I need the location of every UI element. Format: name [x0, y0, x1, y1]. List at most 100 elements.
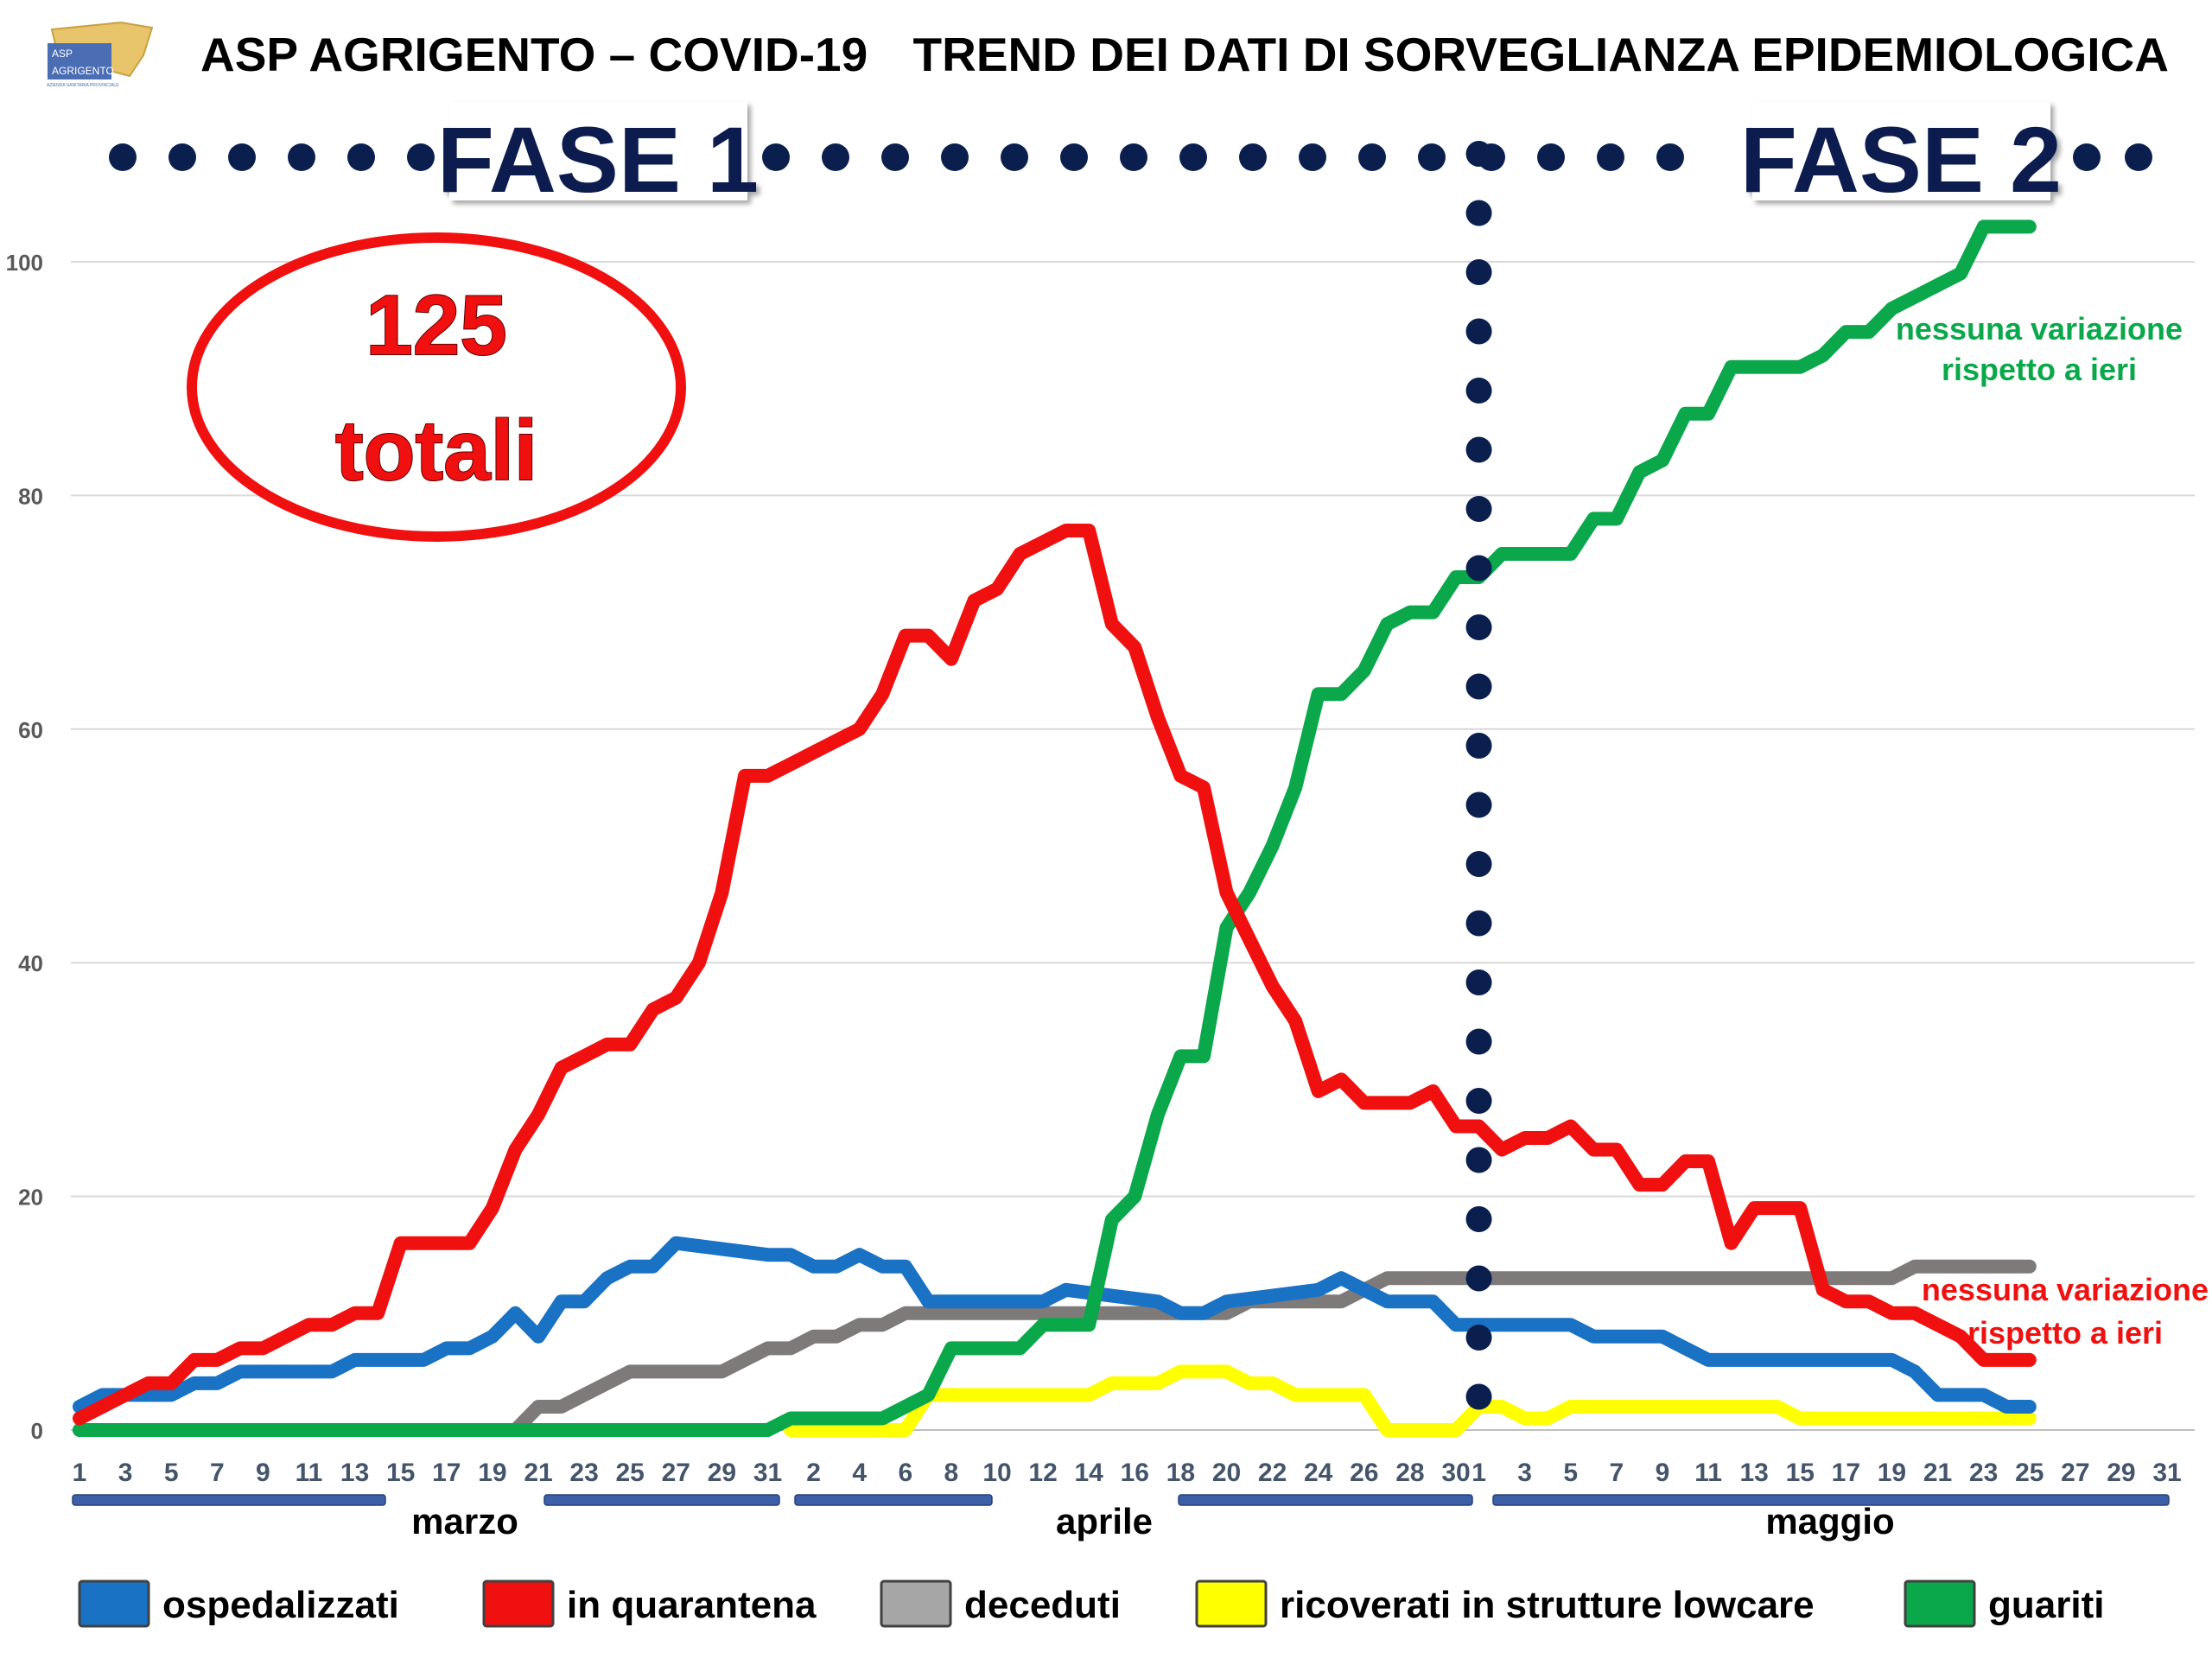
- phase-dot: [407, 143, 435, 171]
- legend-label: ricoverati in strutture lowcare: [1280, 1584, 1815, 1626]
- x-tick-label: 6: [898, 1459, 912, 1487]
- x-tick-label: 20: [1212, 1459, 1241, 1487]
- x-tick-label: 30: [1441, 1459, 1470, 1487]
- red-note-line1: nessuna variazione: [1922, 1272, 2209, 1307]
- divider-dot: [1465, 141, 1492, 167]
- phase-dot: [1656, 143, 1684, 171]
- phase-dot: [2073, 143, 2101, 171]
- phase-dot: [941, 143, 969, 171]
- divider-dot: [1465, 791, 1492, 818]
- x-tick-label: 13: [340, 1459, 369, 1487]
- x-tick-label: 7: [1610, 1459, 1624, 1487]
- x-tick-label: 25: [616, 1459, 645, 1487]
- x-tick-label: 27: [662, 1459, 690, 1487]
- x-tick-label: 5: [164, 1459, 179, 1487]
- y-tick-label: 0: [31, 1418, 43, 1444]
- phase-dot: [228, 143, 256, 171]
- phase-dot: [1060, 143, 1088, 171]
- x-tick-label: 29: [2107, 1459, 2135, 1487]
- phase-dot: [1299, 143, 1326, 171]
- divider-dot: [1465, 200, 1492, 226]
- x-tick-label: 1: [1471, 1459, 1486, 1487]
- phase-dot: [1001, 143, 1028, 171]
- x-tick-label: 10: [982, 1459, 1011, 1487]
- legend: ospedalizzati in quarantena deceduti ricove…: [78, 1580, 2104, 1628]
- x-tick-label: 8: [944, 1459, 959, 1487]
- logo-text-agrigento: AGRIGENTO: [52, 65, 114, 77]
- x-tick-label: 26: [1350, 1459, 1378, 1487]
- phase2-label-group: FASE 2: [1740, 102, 2062, 212]
- y-tick-label: 20: [18, 1185, 43, 1211]
- title-right: TREND DEI DATI DI SORVEGLIANZA EPIDEMIOL…: [913, 28, 2170, 81]
- series-lines: [73, 219, 2037, 1437]
- legend-label: guariti: [1988, 1584, 2104, 1626]
- divider-dot: [1465, 910, 1492, 937]
- phase-dot: [1120, 143, 1147, 171]
- x-tick-label: 11: [296, 1459, 323, 1487]
- legend-swatch: [78, 1580, 150, 1628]
- total-label: totali: [335, 403, 537, 498]
- phase-dot: [762, 143, 790, 171]
- x-tick-label: 15: [1786, 1459, 1815, 1487]
- x-tick-label: 21: [524, 1459, 552, 1487]
- phase-dot: [347, 143, 375, 171]
- asp-logo: ASP AGRIGENTO AZIENDA SANITARIA PROVINCI…: [45, 19, 154, 88]
- month-bars: [72, 1494, 2170, 1506]
- series-line-deceduti: [73, 1259, 2037, 1437]
- x-tick-label: 17: [1832, 1459, 1860, 1487]
- x-tick-label: 1: [73, 1459, 87, 1487]
- x-tick-label: 4: [852, 1459, 867, 1487]
- divider-dot: [1465, 259, 1492, 285]
- x-tick-label: 9: [256, 1459, 270, 1487]
- x-tick-label: 16: [1121, 1459, 1149, 1487]
- y-tick-label: 60: [18, 717, 43, 743]
- x-tick-label: 3: [118, 1459, 133, 1487]
- title-left: ASP AGRIGENTO – COVID-19: [200, 28, 868, 81]
- phase1-label-group: FASE 1: [437, 102, 759, 212]
- x-tick-label: 7: [210, 1459, 225, 1487]
- y-tick-label: 100: [6, 250, 43, 276]
- divider-dot: [1465, 1028, 1492, 1055]
- divider-dot: [1465, 496, 1492, 522]
- x-tick-label: 19: [1878, 1459, 1906, 1487]
- legend-label: deceduti: [964, 1584, 1121, 1626]
- phase-dot: [822, 143, 849, 171]
- phase-divider: [1465, 141, 1492, 1410]
- phase-dot: [1358, 143, 1386, 171]
- divider-dot: [1465, 1206, 1492, 1232]
- phase1-label: FASE 1: [437, 107, 759, 212]
- x-tick-label: 12: [1028, 1459, 1057, 1487]
- divider-dot: [1465, 1383, 1492, 1410]
- phase-dot: [1537, 143, 1565, 171]
- month-bar: [543, 1494, 780, 1506]
- divider-dot: [1465, 1147, 1492, 1173]
- x-tick-label: 3: [1517, 1459, 1532, 1487]
- phase2-label: FASE 2: [1740, 107, 2062, 212]
- x-tick-label: 9: [1656, 1459, 1670, 1487]
- phase-dot: [288, 143, 315, 171]
- x-tick-label: 27: [2061, 1459, 2089, 1487]
- divider-dot: [1465, 969, 1492, 995]
- divider-dot: [1465, 1325, 1492, 1351]
- phase-dot: [1597, 143, 1624, 171]
- legend-swatch: [880, 1580, 952, 1628]
- series-line-ospedalizzati: [73, 1236, 2037, 1414]
- month-label-aprile: aprile: [1056, 1501, 1153, 1541]
- series-line-guariti: [73, 219, 2037, 1437]
- legend-swatch: [1904, 1580, 1976, 1628]
- divider-dot: [1465, 1088, 1492, 1114]
- legend-label: in quarantena: [567, 1584, 817, 1626]
- green-note-line1: nessuna variazione: [1896, 311, 2183, 346]
- series-line-in-quarantena: [73, 524, 2037, 1426]
- phase-dot: [1239, 143, 1267, 171]
- month-bar: [72, 1494, 386, 1506]
- x-tick-label: 25: [2015, 1459, 2044, 1487]
- divider-dot: [1465, 673, 1492, 700]
- phase-dot: [2125, 143, 2152, 171]
- x-tick-label: 5: [1563, 1459, 1578, 1487]
- divider-dot: [1465, 733, 1492, 759]
- month-bar: [794, 1494, 993, 1506]
- logo-text-azienda: AZIENDA SANITARIA PROVINCIALE: [47, 83, 119, 88]
